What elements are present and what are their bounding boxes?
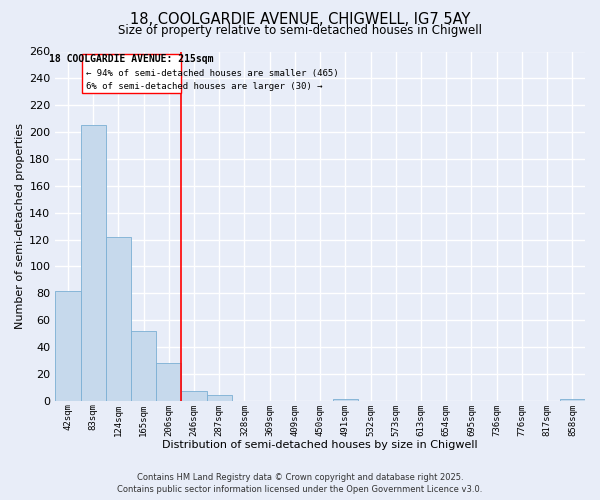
- Text: ← 94% of semi-detached houses are smaller (465): ← 94% of semi-detached houses are smalle…: [86, 69, 338, 78]
- Bar: [206, 396, 232, 401]
- Bar: [55, 290, 80, 401]
- Bar: [80, 126, 106, 401]
- Bar: [156, 363, 181, 401]
- Bar: [181, 392, 206, 401]
- Text: 18 COOLGARDIE AVENUE: 215sqm: 18 COOLGARDIE AVENUE: 215sqm: [49, 54, 214, 64]
- Text: Contains HM Land Registry data © Crown copyright and database right 2025.
Contai: Contains HM Land Registry data © Crown c…: [118, 472, 482, 494]
- Text: 18, COOLGARDIE AVENUE, CHIGWELL, IG7 5AY: 18, COOLGARDIE AVENUE, CHIGWELL, IG7 5AY: [130, 12, 470, 28]
- Bar: [560, 400, 585, 401]
- Y-axis label: Number of semi-detached properties: Number of semi-detached properties: [15, 123, 25, 329]
- Text: 6% of semi-detached houses are larger (30) →: 6% of semi-detached houses are larger (3…: [86, 82, 322, 91]
- Bar: [333, 400, 358, 401]
- FancyBboxPatch shape: [82, 54, 181, 93]
- Text: Size of property relative to semi-detached houses in Chigwell: Size of property relative to semi-detach…: [118, 24, 482, 37]
- Bar: [131, 331, 156, 401]
- Bar: [106, 237, 131, 401]
- X-axis label: Distribution of semi-detached houses by size in Chigwell: Distribution of semi-detached houses by …: [163, 440, 478, 450]
